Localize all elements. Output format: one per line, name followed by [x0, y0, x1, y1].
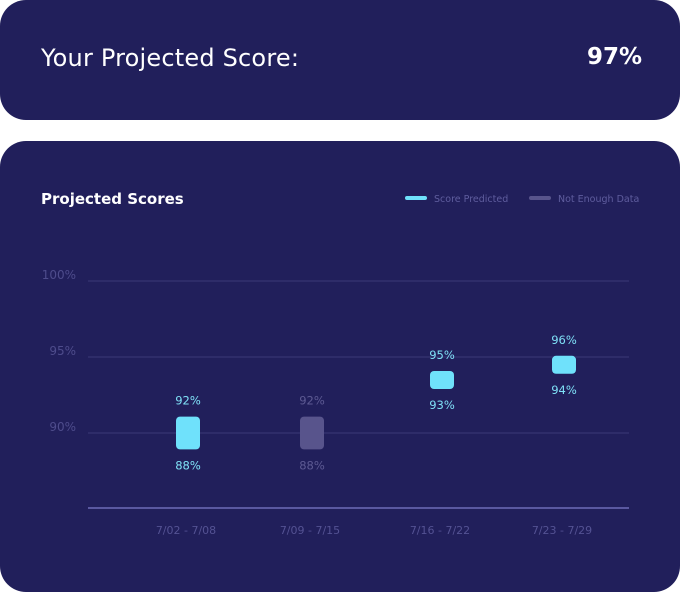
projected-score-label: Your Projected Score:	[41, 44, 300, 72]
range-bar-no-data	[300, 416, 324, 450]
range-low-label: 88%	[175, 458, 201, 472]
range-low-label: 94%	[551, 383, 577, 397]
y-tick-label: 90%	[49, 420, 76, 434]
legend-swatch-score-predicted	[405, 196, 427, 200]
range-low-label: 88%	[299, 458, 325, 472]
y-tick-label: 95%	[49, 344, 76, 358]
x-tick-label: 7/09 - 7/15	[280, 524, 340, 537]
range-low-label: 93%	[429, 398, 455, 412]
projected-score-card: Your Projected Score: 97%	[0, 0, 680, 120]
x-tick-label: 7/16 - 7/22	[410, 524, 470, 537]
legend-swatch-not-enough-data	[529, 196, 551, 200]
chart-title: Projected Scores	[41, 190, 184, 208]
range-high-label: 96%	[551, 333, 577, 347]
legend-label-not-enough-data: Not Enough Data	[558, 194, 639, 205]
range-high-label: 92%	[299, 394, 325, 408]
range-high-label: 92%	[175, 394, 201, 408]
range-high-label: 95%	[429, 348, 455, 362]
range-bar-predicted	[176, 416, 200, 450]
legend-label-score-predicted: Score Predicted	[434, 194, 508, 205]
range-bar-predicted	[552, 355, 576, 374]
y-tick-label: 100%	[42, 268, 76, 282]
projected-scores-chart: Projected Scores Score Predicted Not Enoug…	[41, 190, 639, 537]
projected-scores-chart-card: Projected Scores Score Predicted Not Enoug…	[0, 141, 680, 592]
x-tick-label: 7/02 - 7/08	[156, 524, 216, 537]
range-bar-predicted	[430, 371, 454, 389]
projected-score-value: 97%	[586, 44, 642, 70]
x-tick-label: 7/23 - 7/29	[532, 524, 592, 537]
